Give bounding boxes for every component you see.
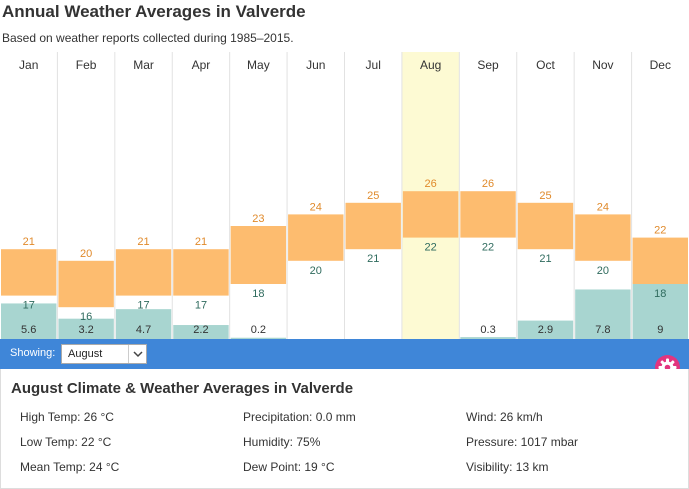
temp-range-bar bbox=[288, 214, 344, 261]
month-label: Feb bbox=[76, 58, 97, 72]
month-select-value: August bbox=[68, 348, 103, 360]
high-temp-label: 24 bbox=[310, 201, 322, 213]
stat-pressure: Pressure: 1017 mbar bbox=[466, 435, 579, 449]
month-label: Mar bbox=[133, 58, 154, 72]
precip-bar bbox=[517, 320, 574, 339]
precip-label: 0.2 bbox=[251, 324, 266, 336]
month-label: Jan bbox=[19, 58, 38, 72]
precip-label: 3.2 bbox=[78, 324, 93, 336]
showing-label: Showing: bbox=[10, 347, 56, 359]
stat-low-temp: Low Temp: 22 °C bbox=[20, 435, 112, 449]
stat-dew-point: Dew Point: 19 °C bbox=[243, 460, 335, 474]
precip-bar bbox=[575, 289, 631, 339]
low-temp-label: 18 bbox=[654, 288, 666, 300]
precip-bar bbox=[460, 337, 516, 339]
precip-label: 4.7 bbox=[136, 324, 151, 336]
precip-label: 2.9 bbox=[538, 324, 553, 336]
high-temp-label: 21 bbox=[137, 236, 149, 248]
low-temp-label: 20 bbox=[597, 265, 609, 277]
month-label: Dec bbox=[650, 58, 671, 72]
precip-label: 2.2 bbox=[193, 324, 208, 336]
precip-label: 5.6 bbox=[21, 324, 36, 336]
temp-range-bar bbox=[517, 202, 574, 250]
low-temp-label: 17 bbox=[195, 300, 207, 312]
low-temp-label: 17 bbox=[23, 300, 35, 312]
weather-chart: Jan 5.6 21 17 Feb 3.2 20 16 Mar 4.7 21 17 Apr 2.2 21 17… bbox=[0, 52, 689, 339]
details-title: August Climate & Weather Averages in Val… bbox=[11, 380, 354, 397]
high-temp-label: 23 bbox=[252, 213, 264, 225]
chevron-down-icon bbox=[128, 345, 146, 363]
low-temp-label: 22 bbox=[482, 242, 494, 254]
details-panel: August Climate & Weather Averages in Val… bbox=[0, 369, 689, 489]
high-temp-label: 25 bbox=[367, 190, 379, 202]
stat-high-temp: High Temp: 26 °C bbox=[20, 410, 114, 424]
month-label: Nov bbox=[592, 58, 613, 72]
low-temp-label: 21 bbox=[367, 253, 379, 265]
month-label: Sep bbox=[477, 58, 499, 72]
stat-humidity: Humidity: 75% bbox=[243, 435, 321, 449]
low-temp-label: 20 bbox=[310, 265, 322, 277]
precip-bar bbox=[1, 303, 57, 339]
chart-subtitle: Based on weather reports collected durin… bbox=[2, 31, 294, 45]
temp-range-bar bbox=[632, 237, 688, 284]
month-label: May bbox=[247, 58, 270, 72]
precip-label: 7.8 bbox=[595, 324, 610, 336]
low-temp-label: 17 bbox=[137, 300, 149, 312]
low-temp-label: 16 bbox=[80, 311, 92, 323]
month-label: Oct bbox=[536, 58, 555, 72]
high-temp-label: 22 bbox=[654, 225, 666, 237]
month-label: Jul bbox=[366, 58, 381, 72]
chart-title: Annual Weather Averages in Valverde bbox=[2, 2, 306, 21]
precip-bar bbox=[230, 337, 287, 339]
precip-label: 9 bbox=[657, 324, 663, 336]
month-selector-bar: Showing: August bbox=[0, 339, 689, 369]
temp-range-bar bbox=[230, 226, 287, 284]
stat-precipitation: Precipitation: 0.0 mm bbox=[243, 410, 356, 424]
stat-visibility: Visibility: 13 km bbox=[466, 460, 549, 474]
temp-range-bar bbox=[1, 249, 57, 296]
low-temp-label: 18 bbox=[252, 288, 264, 300]
stat-wind: Wind: 26 km/h bbox=[466, 410, 543, 424]
month-label: Apr bbox=[192, 58, 211, 72]
month-select[interactable]: August bbox=[61, 344, 147, 364]
precip-label: 0.3 bbox=[480, 324, 495, 336]
precip-bar bbox=[58, 318, 114, 339]
temp-range-bar bbox=[58, 260, 114, 308]
temp-range-bar bbox=[460, 191, 516, 238]
high-temp-label: 25 bbox=[539, 190, 551, 202]
high-temp-label: 26 bbox=[425, 178, 437, 190]
high-temp-label: 24 bbox=[597, 201, 609, 213]
precip-bar bbox=[115, 309, 172, 339]
temp-range-bar bbox=[173, 249, 229, 296]
precip-bar bbox=[632, 281, 688, 339]
high-temp-label: 21 bbox=[195, 236, 207, 248]
month-label: Aug bbox=[420, 58, 441, 72]
high-temp-label: 21 bbox=[23, 236, 35, 248]
low-temp-label: 22 bbox=[425, 242, 437, 254]
high-temp-label: 20 bbox=[80, 248, 92, 260]
temp-range-bar bbox=[402, 191, 459, 238]
precip-bar bbox=[173, 325, 229, 339]
temp-range-bar bbox=[115, 249, 172, 296]
month-label: Jun bbox=[306, 58, 325, 72]
stat-mean-temp: Mean Temp: 24 °C bbox=[20, 460, 120, 474]
temp-range-bar bbox=[575, 214, 631, 261]
low-temp-label: 21 bbox=[539, 253, 551, 265]
temp-range-bar bbox=[345, 202, 401, 250]
high-temp-label: 26 bbox=[482, 178, 494, 190]
